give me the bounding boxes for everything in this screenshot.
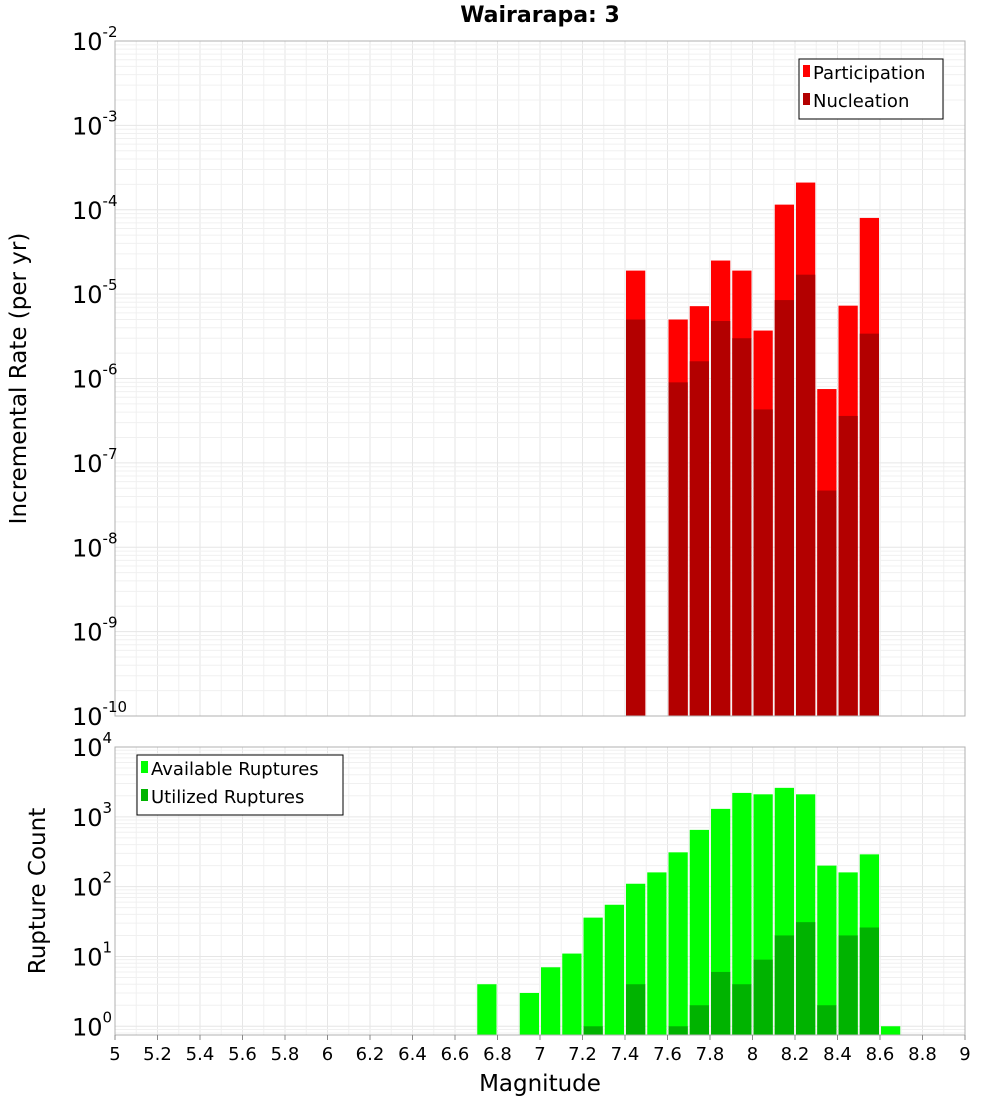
rate-bar-nucleation-8.55: [859, 333, 879, 716]
rate-legend-swatch: [803, 65, 810, 77]
rate-y-tick-label: 10-6: [72, 361, 118, 394]
count-bar-available-ruptures-7.95: [732, 792, 752, 1035]
rate-legend-box: [798, 58, 944, 120]
count-panel: 104 103 102 101 100 Rupture Count Available Ru…: [25, 729, 966, 1041]
x-tick-label: 6: [322, 1044, 333, 1065]
x-tick-label: 6.6: [441, 1044, 470, 1065]
x-tick-label: 5: [109, 1044, 120, 1065]
count-bar-utilized-ruptures-7.75: [689, 1005, 709, 1035]
count-series-utilized-ruptures: [583, 922, 879, 1035]
count-legend-swatch: [141, 789, 148, 801]
chart-title: Wairarapa: 3: [460, 3, 620, 28]
x-tick-label: 8.4: [823, 1044, 852, 1065]
x-tick-label: 5.6: [228, 1044, 257, 1065]
count-y-ticks: 104 103 102 101 100: [72, 729, 112, 1041]
rate-panel: 10-2 10-3 10-4 10-5 10-6 10-7 10-8 10-9 10-10 Inc…: [6, 23, 966, 731]
count-bar-utilized-ruptures-7.45: [626, 984, 646, 1035]
count-bar-available-ruptures-7.55: [647, 872, 667, 1035]
rate-series-nucleation: [626, 274, 879, 716]
count-bar-available-ruptures-7.75: [689, 829, 709, 1035]
x-tick-label: 6.8: [483, 1044, 512, 1065]
rate-bar-nucleation-7.45: [626, 319, 646, 716]
count-legend: Available Ruptures Utilized Ruptures: [136, 754, 344, 816]
count-bar-available-ruptures-7.05: [541, 967, 561, 1035]
rate-bar-nucleation-8.15: [774, 300, 794, 716]
x-tick-label: 7.4: [611, 1044, 640, 1065]
x-tick-label: 5.4: [186, 1044, 215, 1065]
x-tick-label: 8.6: [866, 1044, 895, 1065]
x-ticks: 5 5.2 5.4 5.6 5.8 6 6.2 6.4 6.6 6.8 7 7.2 7.4 7.6 7.8 8…: [109, 1035, 971, 1065]
rate-y-tick-label: 10-9: [72, 614, 118, 647]
count-y-tick-label: 101: [72, 938, 112, 971]
count-bar-utilized-ruptures-8.55: [859, 927, 879, 1035]
x-tick-label: 6.2: [356, 1044, 385, 1065]
count-bar-available-ruptures-6.75: [477, 984, 497, 1035]
x-axis-label: Magnitude: [479, 1071, 601, 1097]
rate-plot-frame: [114, 40, 966, 717]
count-legend-label: Utilized Ruptures: [151, 787, 304, 808]
rate-legend-label: Participation: [813, 63, 925, 84]
count-bar-utilized-ruptures-7.95: [732, 984, 752, 1035]
count-y-tick-label: 100: [72, 1008, 112, 1041]
rate-bar-nucleation-7.75: [689, 361, 709, 716]
rate-y-tick-label: 10-10: [72, 698, 127, 731]
rate-bar-nucleation-8.05: [753, 409, 773, 716]
count-bar-utilized-ruptures-7.25: [583, 1026, 603, 1035]
count-bar-utilized-ruptures-8.45: [838, 935, 858, 1035]
count-bar-utilized-ruptures-8.35: [817, 1005, 837, 1035]
rate-legend-label: Nucleation: [813, 91, 909, 112]
count-bar-available-ruptures-8.35: [817, 865, 837, 1035]
count-y-tick-label: 103: [72, 799, 112, 832]
x-tick-label: 5.2: [143, 1044, 172, 1065]
rate-bar-nucleation-8.35: [817, 490, 837, 716]
x-tick-label: 7.8: [696, 1044, 725, 1065]
count-bar-utilized-ruptures-8.05: [753, 959, 773, 1035]
rate-y-tick-label: 10-5: [72, 276, 118, 309]
rate-y-tick-label: 10-4: [72, 192, 118, 225]
rate-legend-swatch: [803, 93, 810, 105]
count-bar-utilized-ruptures-8.15: [774, 935, 794, 1035]
rate-bar-nucleation-8.25: [796, 274, 816, 716]
count-bar-available-ruptures-7.15: [562, 953, 582, 1035]
count-bar-utilized-ruptures-7.65: [668, 1026, 688, 1035]
count-bar-available-ruptures-6.95: [519, 992, 539, 1035]
x-tick-label: 7: [534, 1044, 545, 1065]
x-tick-label: 8.8: [908, 1044, 937, 1065]
rate-y-ticks: 10-2 10-3 10-4 10-5 10-6 10-7 10-8 10-9 10-10: [72, 23, 127, 731]
rate-y-tick-label: 10-7: [72, 445, 118, 478]
x-tick-label: 9: [959, 1044, 970, 1065]
count-legend-swatch: [141, 761, 148, 773]
x-tick-label: 8: [747, 1044, 758, 1065]
count-y-tick-label: 104: [72, 729, 112, 762]
rate-bar-nucleation-7.85: [711, 321, 731, 716]
count-bar-utilized-ruptures-7.85: [711, 971, 731, 1035]
count-legend-box: [136, 754, 344, 816]
rate-legend: Participation Nucleation: [798, 58, 944, 120]
count-legend-label: Available Ruptures: [151, 759, 319, 780]
count-y-axis-label: Rupture Count: [25, 808, 51, 974]
count-bar-available-ruptures-7.65: [668, 852, 688, 1035]
count-bar-available-ruptures-8.65: [881, 1026, 901, 1035]
count-bar-utilized-ruptures-8.25: [796, 922, 816, 1035]
rate-y-tick-label: 10-3: [72, 107, 118, 140]
rate-y-tick-label: 10-8: [72, 529, 118, 562]
count-bar-available-ruptures-7.25: [583, 917, 603, 1035]
count-bar-available-ruptures-7.35: [604, 904, 624, 1035]
rate-bar-nucleation-8.45: [838, 415, 858, 716]
x-tick-label: 7.2: [568, 1044, 597, 1065]
rate-y-tick-label: 10-2: [72, 23, 118, 56]
x-tick-label: 7.6: [653, 1044, 682, 1065]
rate-bar-nucleation-7.65: [668, 382, 688, 716]
x-tick-label: 5.8: [271, 1044, 300, 1065]
count-y-tick-label: 102: [72, 869, 112, 902]
x-tick-label: 6.4: [398, 1044, 427, 1065]
rate-bar-nucleation-7.95: [732, 338, 752, 716]
x-tick-label: 8.2: [781, 1044, 810, 1065]
rate-y-axis-label: Incremental Rate (per yr): [6, 233, 32, 525]
